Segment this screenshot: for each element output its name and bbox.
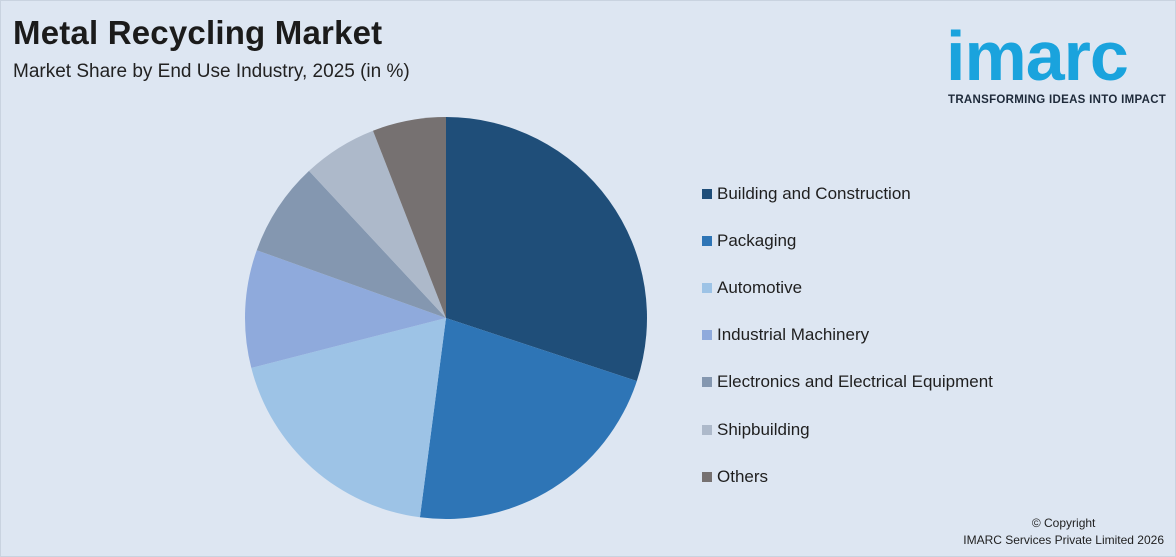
legend-item: Packaging bbox=[702, 217, 993, 264]
legend-label: Automotive bbox=[717, 277, 803, 297]
legend-label: Packaging bbox=[717, 230, 797, 250]
legend-swatch bbox=[702, 424, 712, 435]
legend-label: Industrial Machinery bbox=[717, 325, 870, 345]
logo-wordmark: imarc bbox=[946, 17, 1129, 95]
legend-label: Electronics and Electrical Equipment bbox=[717, 372, 993, 392]
legend-item: Electronics and Electrical Equipment bbox=[702, 359, 993, 406]
legend-swatch bbox=[702, 188, 712, 199]
copyright-company: IMARC Services Private Limited 2026 bbox=[963, 533, 1164, 547]
legend-label: Others bbox=[717, 466, 769, 486]
pie-slice-others bbox=[372, 117, 446, 318]
legend-label: Building and Construction bbox=[717, 183, 911, 203]
copyright-line: © Copyright bbox=[1031, 516, 1096, 530]
pie-slice-electronics-and-electrical-equipment bbox=[256, 170, 446, 318]
legend-swatch bbox=[702, 471, 712, 482]
legend-item: Automotive bbox=[702, 264, 993, 311]
pie-chart bbox=[245, 117, 647, 519]
legend-label: Shipbuilding bbox=[717, 419, 810, 439]
pie-slice-packaging bbox=[419, 318, 637, 519]
legend-swatch bbox=[702, 330, 712, 341]
chart-legend: Building and Construction Packaging Automo… bbox=[702, 170, 993, 500]
legend-item: Building and Construction bbox=[702, 170, 993, 217]
legend-swatch bbox=[702, 282, 712, 293]
logo-tagline: TRANSFORMING IDEAS INTO IMPACT bbox=[948, 94, 1167, 106]
imarc-logo: imarc TRANSFORMING IDEAS INTO IMPACT bbox=[946, 12, 1172, 112]
pie-slice-shipbuilding bbox=[309, 130, 446, 318]
copyright-notice: © Copyright IMARC Services Private Limit… bbox=[963, 515, 1164, 549]
chart-title: Metal Recycling Market bbox=[13, 14, 383, 51]
legend-item: Industrial Machinery bbox=[702, 312, 993, 359]
pie-slice-industrial-machinery bbox=[245, 250, 446, 368]
pie-slice-automotive bbox=[251, 318, 446, 518]
legend-swatch bbox=[702, 235, 712, 246]
legend-item: Shipbuilding bbox=[702, 406, 993, 453]
chart-subtitle: Market Share by End Use Industry, 2025 (… bbox=[13, 61, 410, 82]
legend-swatch bbox=[702, 377, 712, 388]
pie-slice-building-and-construction bbox=[446, 117, 647, 382]
legend-item: Others bbox=[702, 453, 993, 500]
